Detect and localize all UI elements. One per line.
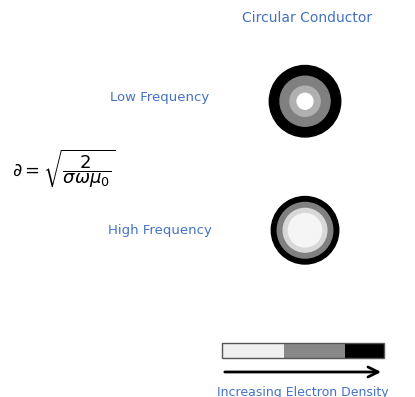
Text: Circular Conductor: Circular Conductor	[242, 11, 372, 25]
Bar	[283, 343, 345, 358]
Bar	[345, 343, 384, 358]
Text: $\partial = \sqrt{\dfrac{2}{\sigma\omega\mu_0}}$: $\partial = \sqrt{\dfrac{2}{\sigma\omega…	[12, 148, 116, 190]
Circle shape	[288, 214, 322, 247]
Circle shape	[277, 202, 333, 258]
Circle shape	[269, 66, 341, 137]
Bar	[222, 343, 384, 358]
Bar	[222, 343, 283, 358]
Text: High Frequency: High Frequency	[108, 224, 212, 237]
Circle shape	[283, 208, 327, 252]
Text: Increasing Electron Density: Increasing Electron Density	[217, 386, 389, 397]
Circle shape	[271, 197, 339, 264]
Circle shape	[297, 93, 313, 109]
Circle shape	[280, 76, 330, 126]
Text: Low Frequency: Low Frequency	[110, 91, 210, 104]
Circle shape	[290, 86, 320, 116]
